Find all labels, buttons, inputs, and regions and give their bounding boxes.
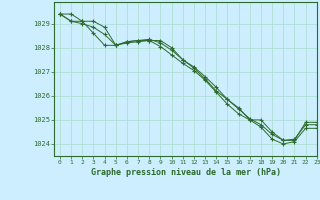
X-axis label: Graphe pression niveau de la mer (hPa): Graphe pression niveau de la mer (hPa): [91, 168, 281, 177]
